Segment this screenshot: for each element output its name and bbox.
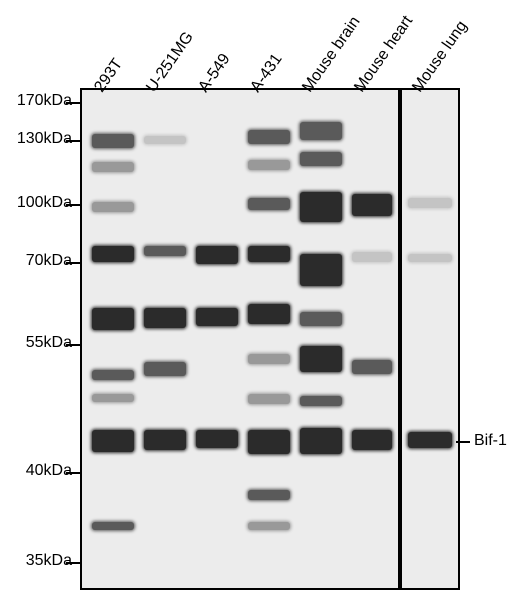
lane (88, 90, 138, 588)
band (408, 198, 452, 208)
mw-tick (66, 102, 80, 104)
target-tick (456, 441, 470, 443)
band (352, 252, 392, 262)
lane (192, 90, 242, 588)
mw-tick (66, 344, 80, 346)
lane (348, 90, 396, 588)
band (92, 522, 134, 530)
band (144, 136, 186, 144)
band (300, 346, 342, 372)
blot-panel-main (80, 88, 400, 590)
mw-tick (66, 262, 80, 264)
band (352, 194, 392, 216)
mw-label: 55kDa (12, 334, 72, 352)
target-label: Bif-1 (474, 432, 507, 450)
band (352, 360, 392, 374)
band (248, 198, 290, 210)
lane (244, 90, 294, 588)
band (196, 430, 238, 448)
band (300, 428, 342, 454)
band (196, 246, 238, 264)
band (248, 522, 290, 530)
band (408, 432, 452, 448)
band (248, 304, 290, 324)
band (248, 430, 290, 454)
sample-label: U-251MG (143, 29, 198, 96)
band (352, 430, 392, 450)
mw-tick (66, 140, 80, 142)
band (92, 370, 134, 380)
band (248, 130, 290, 144)
mw-label: 40kDa (12, 462, 72, 480)
band (144, 362, 186, 376)
band (300, 192, 342, 222)
band (248, 394, 290, 404)
band (248, 246, 290, 262)
band (92, 246, 134, 262)
band (248, 354, 290, 364)
band (92, 202, 134, 212)
band (248, 160, 290, 170)
lane (140, 90, 190, 588)
mw-label: 170kDa (12, 92, 72, 110)
band (300, 396, 342, 406)
mw-label: 130kDa (12, 130, 72, 148)
band (248, 490, 290, 500)
blot-panel-secondary (400, 88, 460, 590)
band (92, 162, 134, 172)
mw-tick (66, 562, 80, 564)
band (300, 152, 342, 166)
mw-tick (66, 472, 80, 474)
mw-label: 70kDa (12, 252, 72, 270)
band (300, 254, 342, 286)
mw-label: 100kDa (12, 194, 72, 212)
lane (404, 90, 456, 588)
band (92, 134, 134, 148)
band (300, 122, 342, 140)
band (144, 246, 186, 256)
band (92, 430, 134, 452)
lane (296, 90, 346, 588)
band (300, 312, 342, 326)
band (92, 308, 134, 330)
sample-label: Mouse lung (409, 18, 471, 96)
band (92, 394, 134, 402)
band (144, 430, 186, 450)
band (408, 254, 452, 262)
mw-tick (66, 204, 80, 206)
band (196, 308, 238, 326)
mw-label: 35kDa (12, 552, 72, 570)
band (144, 308, 186, 328)
